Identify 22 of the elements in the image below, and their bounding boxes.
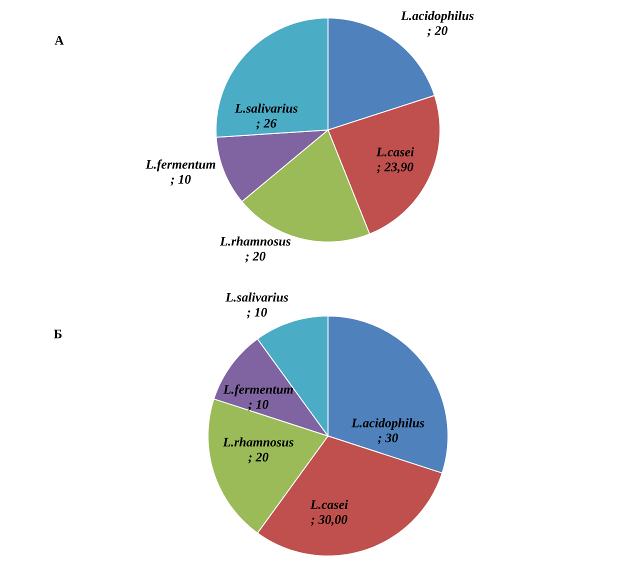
text: А bbox=[54, 36, 64, 45]
slice-label: L.rhamnosus bbox=[220, 236, 290, 246]
text: Б bbox=[54, 330, 62, 338]
slice-label: L.rhamnosus bbox=[222, 437, 294, 447]
data-label: ; 10 bbox=[248, 400, 268, 411]
slice-label: L.fermentum bbox=[146, 160, 216, 172]
slice-label: L.casei bbox=[310, 500, 348, 510]
slice-label: L.acidophilus bbox=[400, 10, 474, 23]
slice-label: L.fermentum bbox=[223, 384, 293, 396]
data-label: ; 20 bbox=[427, 26, 448, 37]
slice-label: L.salivarius bbox=[225, 292, 288, 302]
slice-label: L.acidophilus bbox=[351, 418, 424, 430]
data-label: ; 30,00 bbox=[311, 515, 348, 526]
data-label: ; 26 bbox=[256, 118, 277, 130]
slice-label: L.salivarius bbox=[234, 104, 298, 113]
data-label: ; 23,90 bbox=[377, 162, 414, 174]
slice-label: L.casei bbox=[376, 147, 414, 156]
data-label: ; 10 bbox=[246, 308, 268, 318]
data-label: ; 30 bbox=[378, 434, 398, 444]
data-label: ; 20 bbox=[248, 452, 268, 464]
data-label: ; 10 bbox=[170, 174, 191, 186]
data-label: ; 20 bbox=[245, 252, 266, 262]
